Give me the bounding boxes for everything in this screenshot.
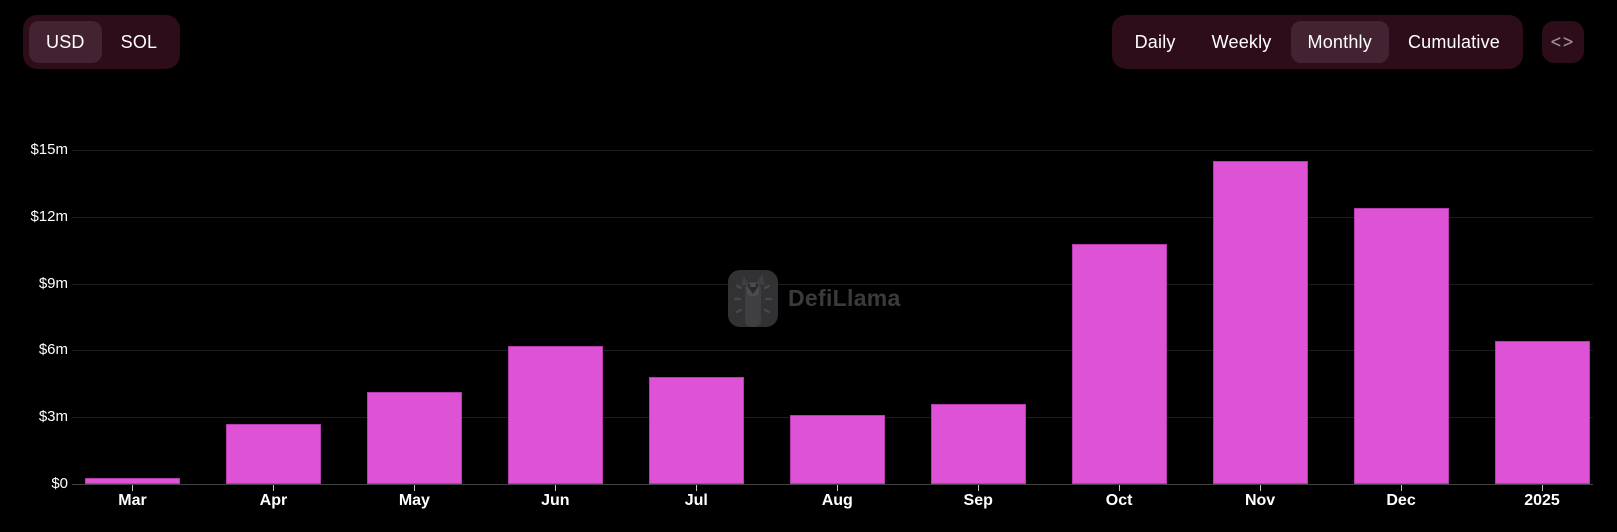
x-axis-tick xyxy=(554,485,556,491)
y-axis-label: $6m xyxy=(38,341,68,359)
bar-jul[interactable] xyxy=(648,377,744,484)
x-axis-label-apr: Apr xyxy=(259,492,288,509)
y-axis-label: $15m xyxy=(30,141,68,158)
currency-toggle: USD SOL xyxy=(23,15,181,69)
code-icon: <> xyxy=(1550,30,1576,54)
gridline-$15m xyxy=(72,150,1593,151)
gridline-$6m xyxy=(72,350,1593,352)
x-axis-label-nov: Nov xyxy=(1244,492,1276,509)
y-axis-label: $0 xyxy=(51,475,68,492)
bar-may[interactable] xyxy=(366,391,462,484)
gridline-$9m xyxy=(72,283,1593,285)
x-axis-label-dec: Dec xyxy=(1386,492,1416,509)
x-axis-label-aug: Aug xyxy=(821,492,853,509)
defillama-logo-icon xyxy=(728,270,778,327)
currency-sol-button[interactable]: SOL xyxy=(104,21,175,63)
y-axis-label: $12m xyxy=(30,207,68,225)
interval-weekly-button[interactable]: Weekly xyxy=(1195,21,1289,63)
bar-2025[interactable] xyxy=(1494,341,1590,484)
bar-nov[interactable] xyxy=(1212,161,1308,484)
x-axis-tick xyxy=(1118,485,1120,491)
x-axis-label-may: May xyxy=(398,492,430,509)
interval-daily-button[interactable]: Daily xyxy=(1118,21,1193,63)
x-axis-tick xyxy=(1541,485,1543,491)
x-axis-tick xyxy=(695,485,697,491)
x-axis-tick xyxy=(1259,485,1261,491)
x-axis-tick xyxy=(1400,485,1402,491)
bar-aug[interactable] xyxy=(789,414,885,484)
watermark-text: DefiLlama xyxy=(788,285,901,311)
gridline-$12m xyxy=(72,216,1593,218)
bar-sep[interactable] xyxy=(930,403,1026,484)
bar-mar[interactable] xyxy=(85,477,180,484)
bar-apr[interactable] xyxy=(225,423,321,484)
x-axis-tick xyxy=(413,485,415,491)
x-axis-tick xyxy=(836,485,838,491)
interval-toggle: Daily Weekly Monthly Cumulative xyxy=(1111,15,1523,69)
x-axis-tick xyxy=(977,485,979,491)
x-axis-label-2025: 2025 xyxy=(1524,492,1560,509)
y-axis-label: $9m xyxy=(38,274,68,292)
bar-oct[interactable] xyxy=(1071,243,1167,484)
bar-jun[interactable] xyxy=(507,345,603,484)
bar-dec[interactable] xyxy=(1353,207,1449,484)
x-axis-label-oct: Oct xyxy=(1105,492,1133,509)
interval-monthly-button[interactable]: Monthly xyxy=(1290,21,1389,63)
x-axis-label-mar: Mar xyxy=(118,492,147,509)
x-axis-tick xyxy=(132,485,133,491)
x-axis-label-jul: Jul xyxy=(684,492,708,509)
currency-usd-button[interactable]: USD xyxy=(29,21,102,63)
y-axis-label: $3m xyxy=(38,408,68,426)
x-axis-line xyxy=(72,484,1593,485)
interval-cumulative-button[interactable]: Cumulative xyxy=(1391,21,1517,63)
x-axis-label-jun: Jun xyxy=(541,492,570,509)
defillama-watermark: DefiLlama xyxy=(728,270,901,327)
embed-code-button[interactable]: <> xyxy=(1542,21,1584,63)
x-axis-tick xyxy=(272,485,274,491)
x-axis-label-sep: Sep xyxy=(963,492,993,509)
